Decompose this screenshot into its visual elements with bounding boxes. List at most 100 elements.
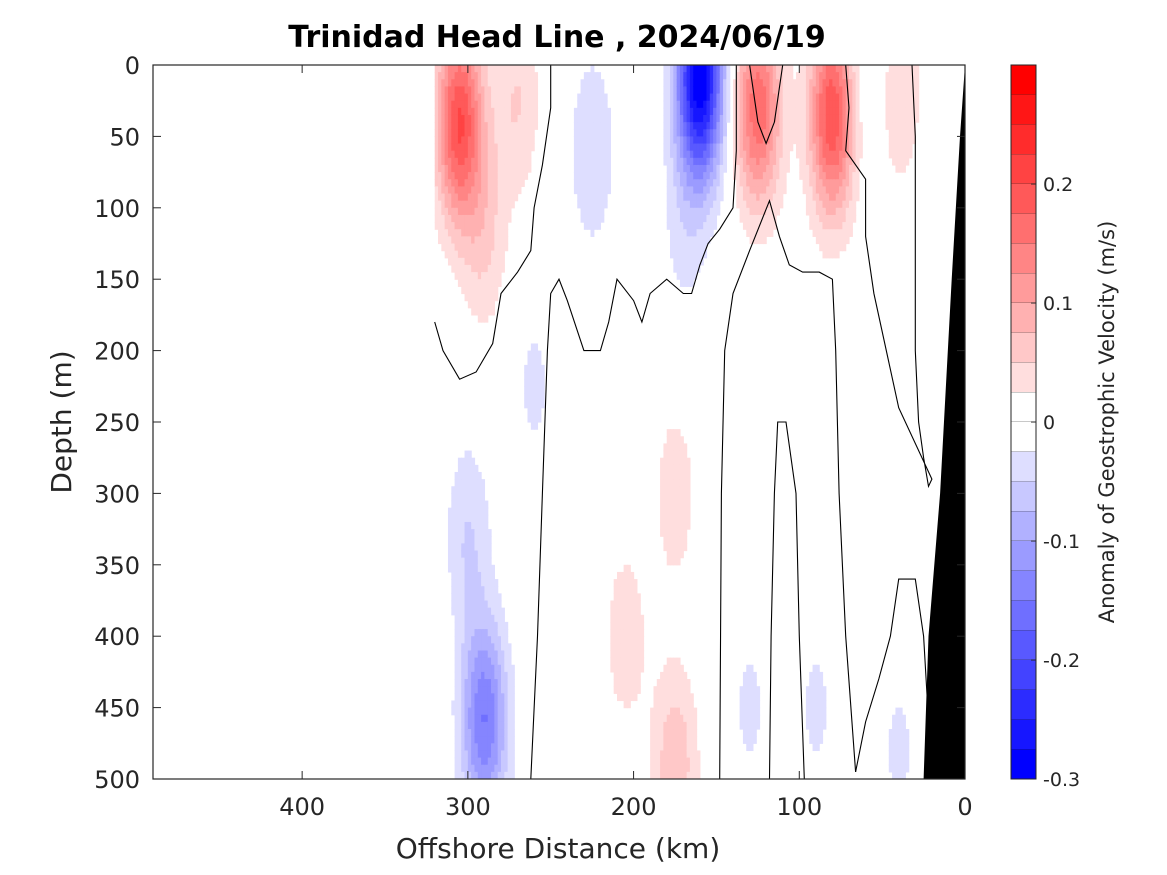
field-cell (795, 129, 800, 137)
field-cell (805, 707, 810, 716)
field-cell (607, 172, 611, 180)
field-cell (670, 229, 674, 237)
field-cell (756, 129, 761, 137)
field-cell (835, 136, 840, 145)
field-cell (766, 229, 771, 237)
field-cell (766, 93, 771, 102)
field-cell (742, 65, 747, 73)
field-cell (805, 186, 810, 195)
field-cell (716, 136, 721, 145)
field-cell (892, 65, 896, 73)
field-cell (481, 593, 486, 602)
field-cell (441, 164, 446, 173)
field-cell (520, 107, 525, 116)
field-cell (779, 150, 784, 159)
field-cell (653, 743, 658, 752)
colorbar-band (1011, 362, 1036, 393)
field-cell (756, 721, 761, 730)
field-cell (686, 200, 691, 209)
field-cell (457, 200, 462, 209)
field-cell (600, 172, 605, 180)
field-cell (839, 186, 843, 195)
field-cell (474, 493, 479, 502)
field-cell (481, 614, 486, 623)
field-cell (457, 471, 462, 480)
field-cell (471, 564, 476, 573)
field-cell (693, 72, 698, 80)
field-cell (464, 214, 469, 223)
field-cell (845, 65, 850, 73)
field-cell (484, 65, 489, 73)
field-cell (510, 679, 515, 687)
field-cell (434, 122, 439, 130)
field-cell (786, 136, 790, 145)
field-cell (487, 757, 492, 766)
field-cell (471, 272, 476, 280)
field-cell (762, 100, 767, 109)
field-cell (689, 736, 694, 744)
field-cell (481, 200, 486, 209)
field-cell (666, 157, 671, 166)
field-cell (451, 607, 456, 616)
field-cell (706, 143, 711, 152)
colorbar-tick-label: 0.2 (1043, 174, 1073, 196)
field-cell (666, 107, 671, 116)
field-cell (590, 129, 595, 137)
field-cell (481, 264, 486, 273)
field-cell (481, 307, 486, 316)
field-cell (600, 179, 605, 187)
field-cell (620, 593, 625, 602)
field-cell (699, 207, 704, 216)
field-cell (842, 164, 847, 173)
field-cell (461, 579, 466, 587)
field-cell (577, 93, 582, 102)
field-cell (819, 721, 824, 730)
field-cell (491, 700, 495, 709)
field-cell (467, 693, 472, 702)
field-cell (839, 157, 843, 166)
field-cell (507, 207, 512, 216)
field-cell (888, 86, 893, 95)
field-cell (902, 764, 906, 773)
field-cell (786, 150, 790, 159)
field-cell (908, 107, 913, 116)
field-cell (636, 600, 641, 609)
field-cell (474, 736, 479, 744)
field-cell (670, 186, 674, 195)
field-cell (832, 229, 837, 237)
field-cell (481, 479, 486, 487)
field-cell (501, 114, 505, 123)
field-cell (444, 243, 449, 252)
field-cell (805, 200, 810, 209)
field-cell (713, 122, 718, 130)
field-cell (494, 293, 499, 302)
field-cell (898, 757, 903, 766)
field-cell (759, 114, 764, 123)
field-cell (477, 236, 482, 245)
field-cell (756, 65, 761, 73)
field-cell (484, 714, 489, 723)
field-cell (812, 729, 817, 737)
field-cell (789, 86, 794, 95)
field-cell (597, 129, 602, 137)
field-cell (477, 257, 482, 266)
field-cell (663, 143, 668, 152)
field-cell (766, 172, 771, 180)
field-cell (676, 686, 681, 694)
field-cell (689, 222, 694, 230)
field-cell (786, 122, 790, 130)
field-cell (481, 643, 486, 652)
field-cell (534, 414, 539, 423)
field-cell (666, 122, 671, 130)
field-cell (477, 207, 482, 216)
field-cell (759, 186, 764, 195)
field-cell (491, 750, 495, 759)
field-cell (676, 679, 681, 687)
field-cell (782, 65, 787, 73)
field-cell (491, 721, 495, 730)
field-cell (776, 79, 780, 88)
field-cell (666, 486, 671, 494)
field-cell (888, 143, 893, 152)
field-cell (819, 164, 824, 173)
field-cell (441, 243, 446, 252)
